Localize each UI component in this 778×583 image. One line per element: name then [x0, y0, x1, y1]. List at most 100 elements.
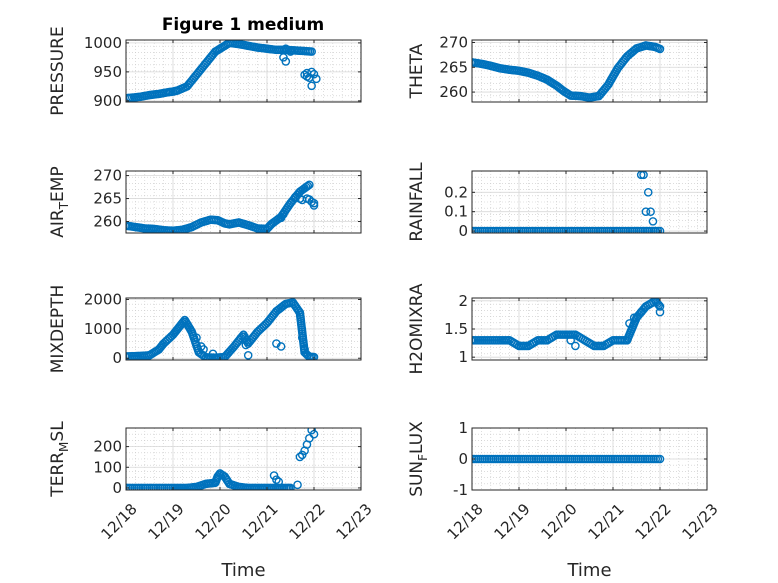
data-point [269, 471, 279, 480]
tick-marks [125, 40, 362, 102]
y-tick-label: 0.1 [444, 203, 468, 221]
axes-theta: 260 265 270 THETA [407, 33, 708, 103]
series-markers [472, 41, 665, 102]
tick-marks [471, 40, 708, 102]
y-tick-label: 1000 [84, 34, 122, 52]
data-point [290, 192, 300, 202]
y-tick-label: 200 [93, 438, 122, 456]
y-tick-label: 1000 [84, 320, 122, 338]
data-point [655, 226, 665, 233]
y-axis-label-main: PRESSURE [48, 26, 68, 115]
data-point [281, 57, 291, 66]
axes-box [471, 39, 708, 103]
x-axis-label: Time [220, 560, 265, 581]
y-tick-label: -1 [453, 481, 468, 499]
data-point [309, 352, 319, 360]
data-point [192, 333, 201, 342]
y-axis-label-main: AIR [48, 209, 68, 238]
tick-marks [125, 171, 362, 233]
data-point [646, 207, 655, 216]
y-tick-label: 1.5 [444, 320, 468, 338]
y-tick-label: 270 [439, 33, 468, 51]
data-point [243, 350, 253, 360]
series-markers [472, 171, 665, 233]
data-point [307, 47, 316, 56]
data-point [279, 209, 288, 219]
series-markers [472, 454, 665, 464]
data-point [629, 313, 639, 323]
series-markers [126, 428, 319, 490]
figure-title: Figure 1 medium [162, 15, 324, 35]
y-axis-label-main: RAINFALL [407, 162, 427, 242]
y-tick-label: 1 [458, 348, 468, 366]
y-axis-label: TERRMSL [48, 421, 71, 498]
data-point [571, 341, 580, 351]
y-axis-label-main: H2OMIXRA [407, 283, 427, 374]
data-point [655, 302, 665, 311]
data-point [472, 335, 477, 345]
data-point [293, 480, 302, 490]
y-tick-label: 260 [93, 213, 122, 231]
tick-marks [125, 298, 362, 360]
tick-marks [471, 171, 708, 233]
data-point [625, 319, 634, 328]
data-point [294, 306, 304, 316]
data-point [274, 477, 284, 487]
tick-marks [471, 427, 708, 491]
y-axis-label: MIXDEPTH [48, 285, 68, 374]
y-axis-label-subscript: F [416, 454, 430, 461]
data-point [307, 81, 316, 91]
series-markers [472, 298, 665, 351]
y-axis-label-rest: SL [48, 421, 68, 442]
y-tick-label: 2 [458, 292, 468, 310]
y-tick-label: 0 [458, 450, 468, 468]
x-axis-label: Time [566, 560, 611, 581]
y-tick-label: 950 [93, 63, 122, 81]
y-tick-label: 0.2 [444, 183, 468, 201]
data-point [472, 454, 477, 464]
y-axis-label: THETA [407, 43, 427, 99]
axes-box [125, 427, 362, 491]
y-axis-label-main: MIXDEPTH [48, 285, 68, 374]
data-point [307, 67, 316, 77]
y-axis-label-main: TERR [48, 452, 68, 498]
axes-box [471, 170, 708, 234]
data-point [297, 450, 307, 460]
data-point [241, 340, 251, 350]
data-point [297, 333, 307, 342]
y-tick-label: 265 [93, 190, 122, 208]
axes-pressure: 900 950 1000 PRESSURE [48, 26, 362, 116]
data-point [636, 307, 646, 317]
data-point [276, 342, 286, 351]
data-point [208, 349, 218, 359]
y-axis-label: H2OMIXRA [407, 283, 427, 374]
minor-grid [125, 40, 362, 102]
y-tick-label: 0 [458, 222, 468, 240]
y-tick-label: 270 [93, 167, 122, 185]
y-tick-label: 2000 [84, 290, 122, 308]
y-tick-label: 265 [439, 58, 468, 76]
y-axis-label-rest: EMP [48, 166, 68, 202]
y-tick-label: 100 [93, 458, 122, 476]
data-point [651, 226, 660, 233]
data-point [472, 226, 477, 233]
y-axis-label-main: THETA [407, 43, 427, 99]
y-axis-label: SUNFLUX [407, 421, 430, 497]
data-point [309, 69, 319, 79]
y-tick-label: 0 [112, 349, 122, 367]
series-markers [126, 40, 321, 102]
axes-box [125, 39, 362, 103]
minor-grid [471, 171, 708, 233]
y-tick-label: 0 [112, 479, 122, 497]
data-point [295, 452, 305, 462]
data-point [304, 180, 314, 190]
y-axis-label: RAINFALL [407, 162, 427, 242]
data-point [566, 335, 576, 345]
y-axis-label-subscript: M [57, 442, 71, 452]
axes-air_temp: 260 265 270 AIRTEMP [48, 166, 362, 238]
data-point [300, 345, 309, 354]
axes-rainfall: 00.1 0.2 RAINFALL [407, 162, 708, 242]
y-axis-label: AIRTEMP [48, 166, 71, 237]
axes-mixdepth: 0 1000 2000 MIXDEPTH [48, 285, 362, 374]
